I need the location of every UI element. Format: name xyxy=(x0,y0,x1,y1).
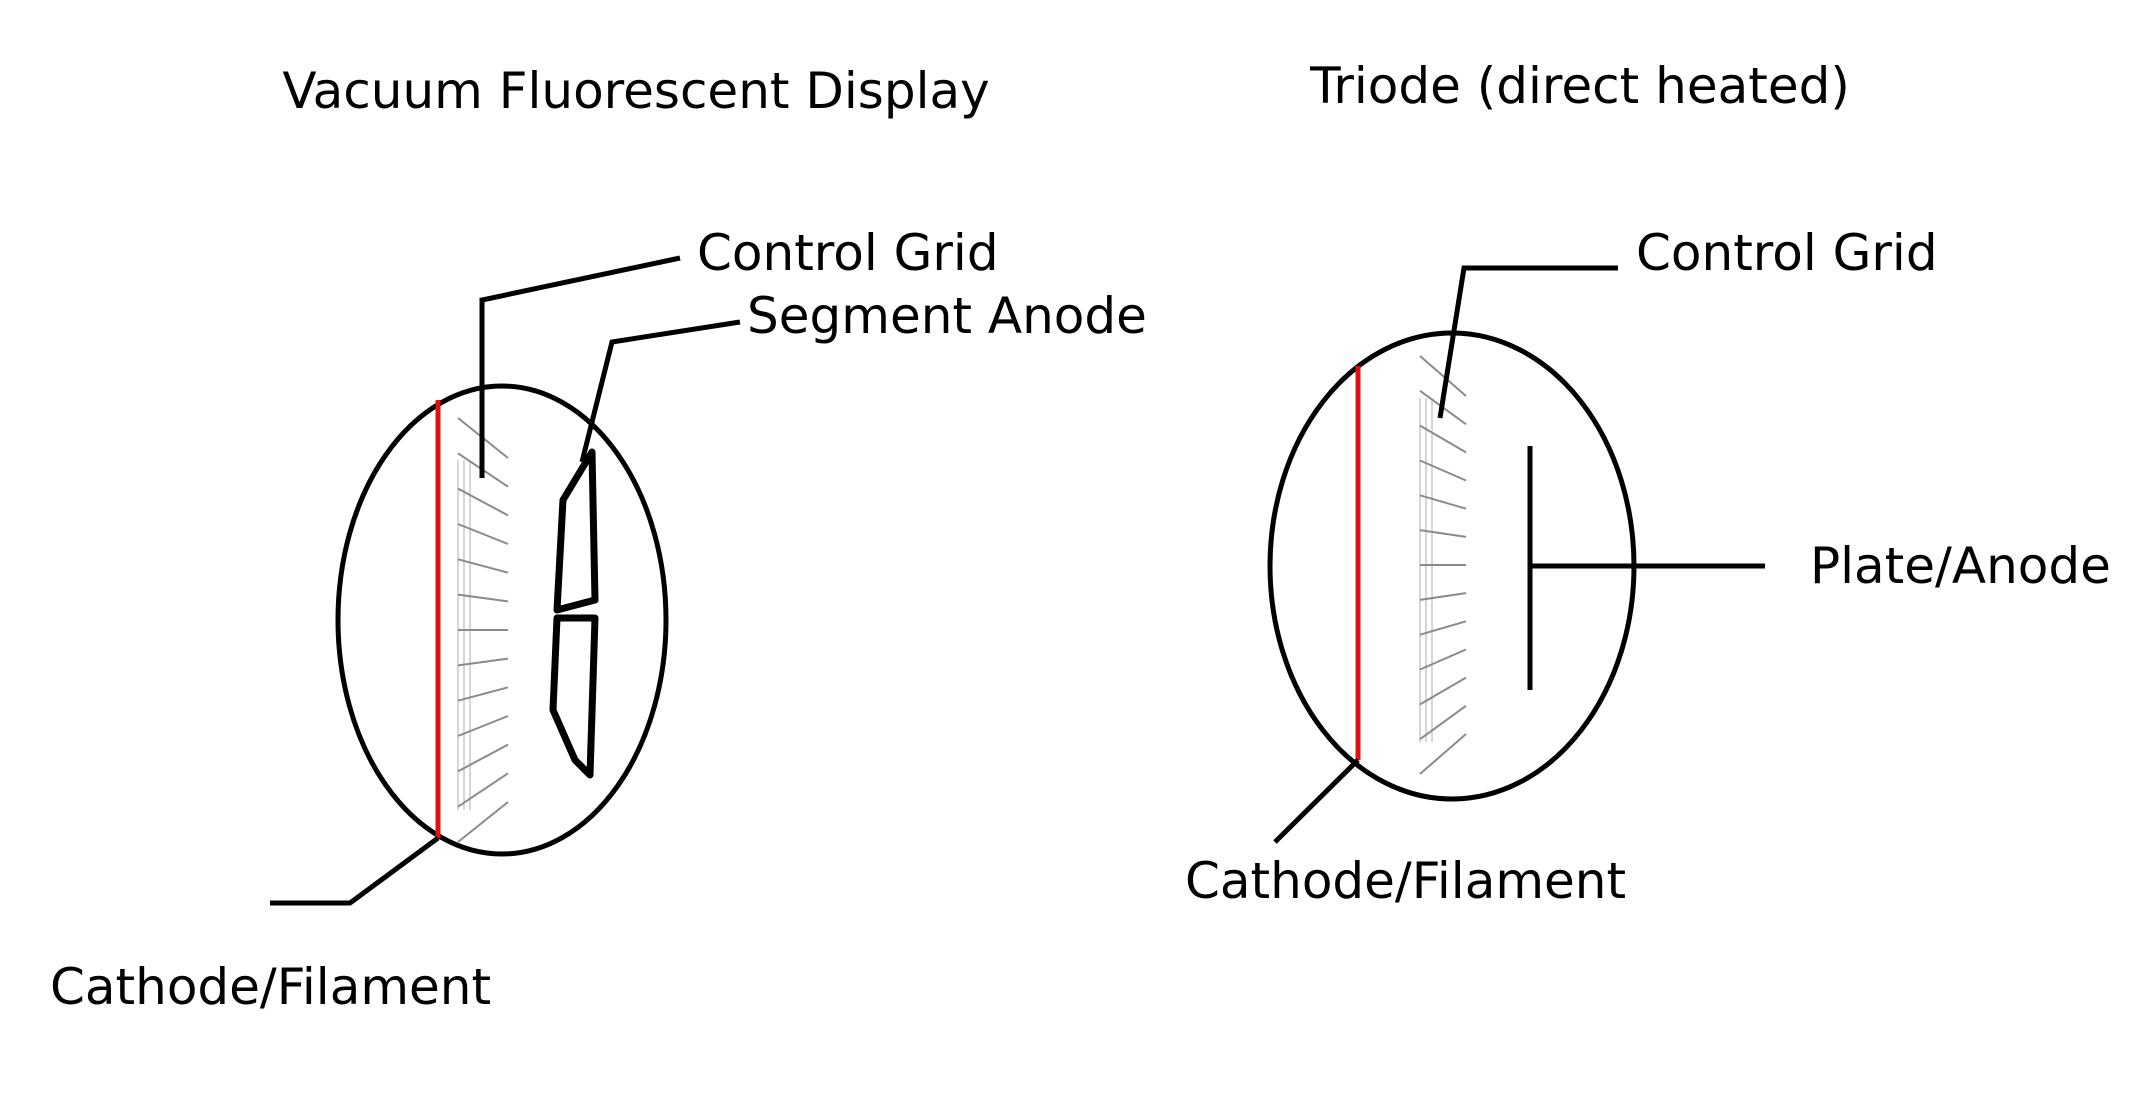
vfd-segment-anode-upper xyxy=(553,448,599,614)
grid-wire xyxy=(1419,620,1467,636)
triode-control-grid-label: Control Grid xyxy=(1636,224,1938,282)
grid-wire xyxy=(1419,648,1467,671)
vfd-segment-anode-lower xyxy=(549,614,599,779)
grid-wire xyxy=(457,686,509,702)
grid-wire xyxy=(457,487,509,517)
grid-wire xyxy=(1419,733,1467,775)
grid-wire xyxy=(457,801,509,843)
triode-title: Triode (direct heated) xyxy=(1309,57,1850,115)
grid-wire xyxy=(457,715,509,737)
grid-wire xyxy=(457,657,509,667)
vfd-diagram: Vacuum Fluorescent Display Control Grid … xyxy=(50,62,1147,1016)
grid-wire xyxy=(1419,424,1467,454)
grid-wire xyxy=(1419,705,1467,740)
grid-wire xyxy=(457,743,509,773)
vfd-segment-anode-label: Segment Anode xyxy=(747,287,1147,345)
vfd-cathode-leader xyxy=(270,835,440,906)
vfd-envelope xyxy=(335,383,669,857)
grid-wire xyxy=(1419,459,1467,482)
triode-cathode-leader xyxy=(1273,758,1360,844)
grid-wire xyxy=(1419,676,1467,706)
vfd-control-grid xyxy=(457,417,509,843)
triode-control-grid xyxy=(1419,355,1467,775)
grid-wire xyxy=(457,772,509,808)
triode-cathode-label: Cathode/Filament xyxy=(1185,852,1626,910)
grid-wire xyxy=(457,593,509,603)
vfd-control-grid-leader xyxy=(479,255,681,478)
grid-wire xyxy=(457,558,509,574)
vfd-cathode-label: Cathode/Filament xyxy=(50,958,491,1016)
grid-wire xyxy=(1419,355,1467,397)
grid-wire xyxy=(1419,529,1467,538)
triode-diagram: Triode (direct heated) Control Grid Plat… xyxy=(1185,57,2111,910)
triode-plate-anode-label: Plate/Anode xyxy=(1810,537,2111,595)
grid-wire xyxy=(1419,592,1467,601)
grid-wire xyxy=(1419,494,1467,510)
vfd-control-grid-label: Control Grid xyxy=(697,224,999,282)
grid-wire xyxy=(457,523,509,545)
triode-control-grid-leader xyxy=(1437,265,1618,419)
vfd-segment-anode-leader xyxy=(579,319,741,463)
vfd-title: Vacuum Fluorescent Display xyxy=(282,62,989,120)
